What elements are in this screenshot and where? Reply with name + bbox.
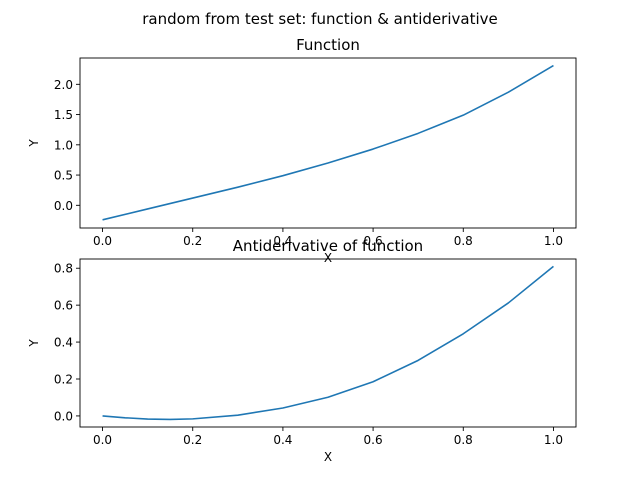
antiderivative-axes: 0.0 0.2 0.4 0.6 0.8 1.0 0.0 0.2 0.4 0.6 0.8 X Y Antid…: [27, 237, 577, 464]
axes-title: Antiderivative of function: [233, 237, 423, 255]
x-tick-label: 0.8: [454, 433, 473, 447]
figure-suptitle: random from test set: function & antider…: [142, 10, 498, 28]
y-tick-label: 2.0: [54, 78, 73, 92]
x-tick-label: 0.4: [273, 433, 292, 447]
function-axes: 0.0 0.2 0.4 0.6 0.8 1.0 0.0 0.5 1.0 1.5 2.0 X Y Funct…: [27, 36, 577, 265]
axes-frame: [79, 258, 577, 428]
x-axis-label: X: [324, 251, 332, 265]
x-tick-label: 0.2: [183, 234, 202, 248]
y-tick-label: 0.8: [54, 262, 73, 276]
y-tick-label: 1.0: [54, 138, 73, 152]
axes-frame: [79, 57, 577, 229]
x-axis-label: X: [324, 450, 332, 464]
y-tick-label: 0.5: [54, 169, 73, 183]
y-tick-label: 0.2: [54, 373, 73, 387]
y-tick-label: 1.5: [54, 108, 73, 122]
y-axis-label: Y: [27, 339, 41, 348]
x-tick-label: 0.8: [454, 234, 473, 248]
x-tick-label: 1.0: [544, 234, 563, 248]
x-tick-label: 0.4: [273, 234, 292, 248]
x-tick-label: 0.0: [93, 433, 112, 447]
x-tick-label: 0.6: [364, 234, 383, 248]
x-tick-label: 1.0: [544, 433, 563, 447]
y-tick-label: 0.6: [54, 299, 73, 313]
x-tick-label: 0.0: [93, 234, 112, 248]
y-tick-label: 0.0: [54, 199, 73, 213]
x-tick-label: 0.6: [364, 433, 383, 447]
y-tick-label: 0.4: [54, 336, 73, 350]
series-line-0: [102, 64, 554, 221]
x-tick-label: 0.2: [183, 433, 202, 447]
y-tick-label: 0.0: [54, 409, 73, 423]
series-line-0: [102, 265, 554, 421]
y-axis-label: Y: [27, 139, 41, 148]
axes-title: Function: [296, 36, 360, 54]
